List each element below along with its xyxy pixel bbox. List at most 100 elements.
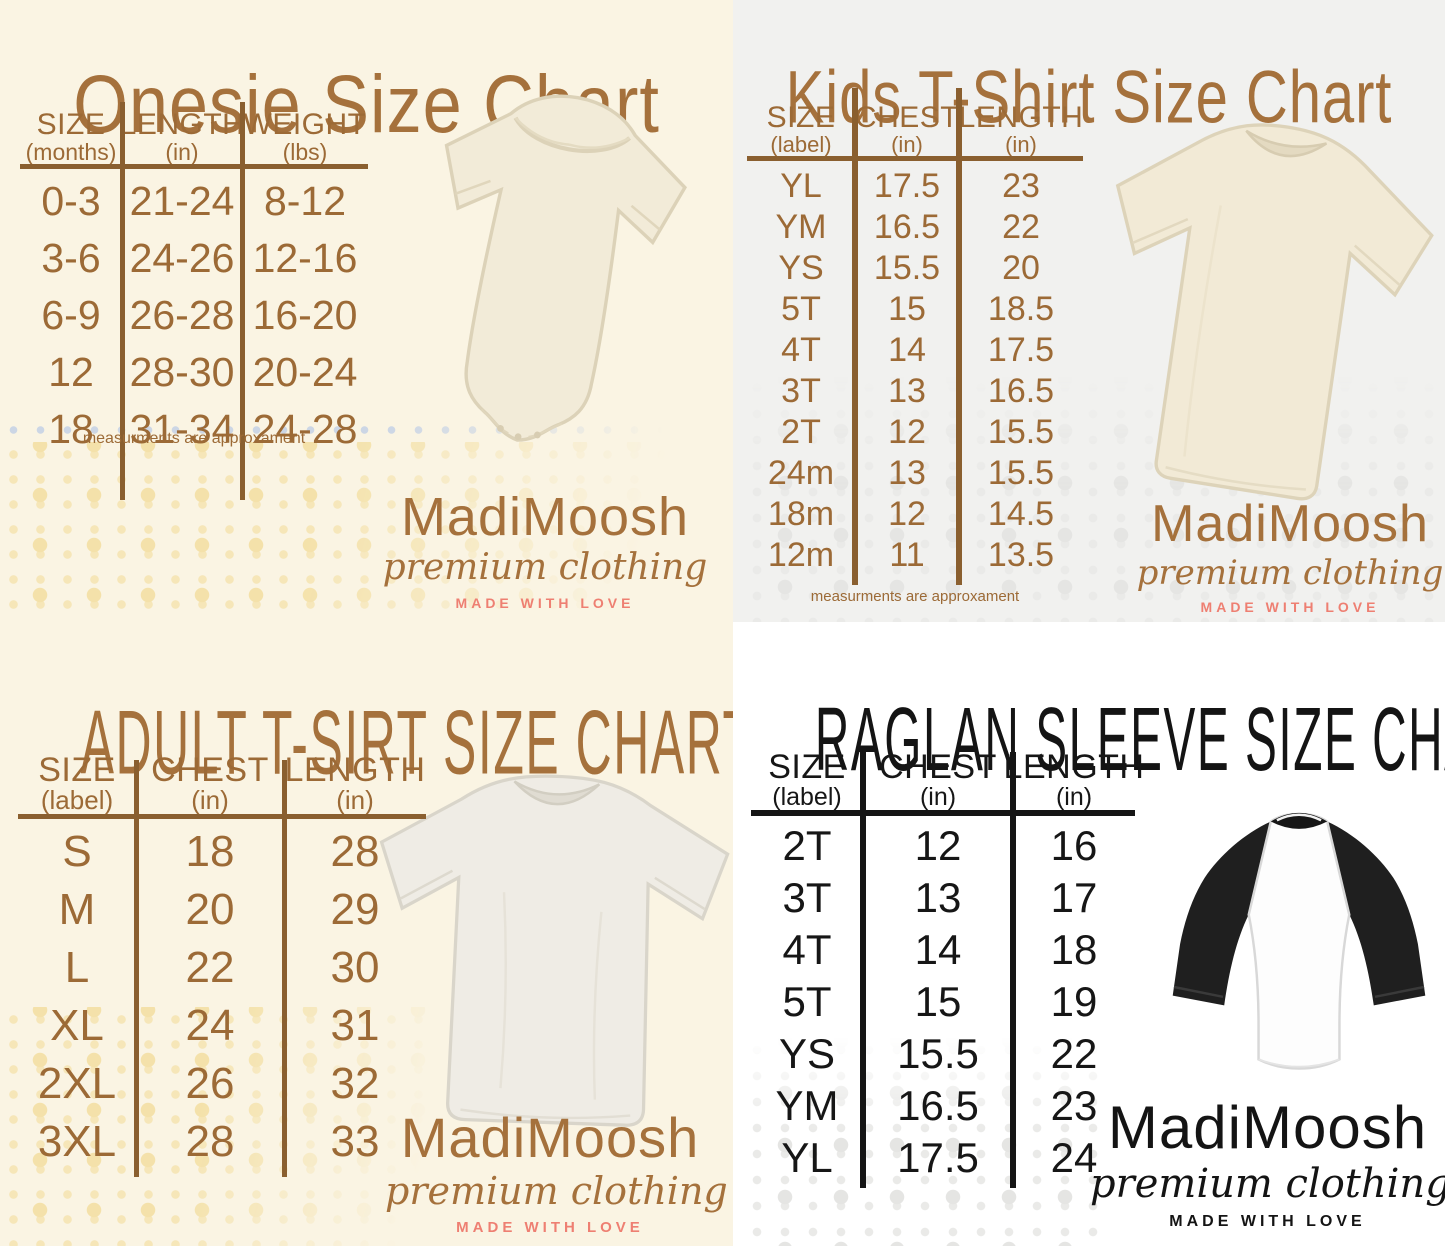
table-row: 2T 12 15.5 bbox=[747, 411, 1083, 452]
onesie-size-chart-panel: Onesie Size Chart SIZE (months) LENGTH (… bbox=[0, 0, 733, 622]
table-row: 12m 11 13.5 bbox=[747, 534, 1083, 575]
table-cell: 23 bbox=[1002, 166, 1040, 205]
table-cell: 4T bbox=[781, 330, 821, 369]
header-rule bbox=[751, 810, 1135, 816]
table-row: 12 28-30 20-24 bbox=[20, 344, 368, 401]
table-cell: 22 bbox=[185, 943, 235, 992]
table-cell: 17.5 bbox=[897, 1134, 979, 1181]
table-row: 18 31-34 24-28 bbox=[20, 401, 368, 458]
table-cell: 0-3 bbox=[41, 178, 101, 224]
column-unit: (in) bbox=[336, 785, 374, 816]
table-cell: 19 bbox=[1050, 978, 1098, 1025]
column-label: CHEST bbox=[151, 750, 269, 789]
table-row: XL 24 31 bbox=[18, 997, 426, 1055]
column-divider bbox=[956, 88, 962, 585]
column-divider bbox=[860, 752, 866, 1188]
column-unit: (months) bbox=[25, 138, 117, 165]
measurement-note: measurments are approxament bbox=[82, 430, 306, 447]
header-rule bbox=[747, 156, 1083, 161]
column-label: LENGTH bbox=[958, 100, 1084, 134]
table-cell: 5T bbox=[781, 289, 821, 328]
table-cell: 13 bbox=[888, 371, 926, 410]
table-cell: 17 bbox=[1050, 874, 1098, 921]
table-cell: 16 bbox=[1050, 822, 1098, 869]
table-row: 24m 13 15.5 bbox=[747, 452, 1083, 493]
table-row: 2T 12 16 bbox=[751, 820, 1135, 872]
table-cell: 12 bbox=[888, 412, 926, 451]
table-cell: 14 bbox=[888, 330, 926, 369]
table-cell: 15.5 bbox=[987, 453, 1055, 492]
brand-block: MadiMoosh premium clothing MADE WITH LOV… bbox=[1090, 1098, 1445, 1230]
raglan-sleeve-size-chart-panel: RAGLAN SLEEVE SIZE CHART SIZE (label) CH… bbox=[733, 622, 1445, 1246]
table-row: 2XL 26 32 bbox=[18, 1055, 426, 1113]
column-header: SIZE (label) bbox=[18, 753, 136, 814]
column-label: SIZE bbox=[768, 747, 846, 786]
column-header: SIZE (label) bbox=[751, 750, 863, 810]
table-cell: 2XL bbox=[37, 1059, 117, 1108]
column-header: CHEST (in) bbox=[136, 753, 284, 814]
brand-name: MadiMoosh bbox=[400, 487, 690, 547]
table-cell: 22 bbox=[1002, 207, 1040, 246]
column-label: SIZE bbox=[38, 750, 116, 789]
column-label: LENGTH bbox=[119, 107, 245, 141]
brand-tagline: premium clothing bbox=[1136, 553, 1444, 593]
brand-name: MadiMoosh bbox=[1107, 1094, 1428, 1161]
table-cell: 16-20 bbox=[252, 292, 358, 338]
table-cell: 17.5 bbox=[987, 330, 1055, 369]
table-cell: 21-24 bbox=[129, 178, 235, 224]
table-cell: 4T bbox=[782, 926, 832, 973]
table-cell: 17.5 bbox=[873, 166, 941, 205]
table-row: 3XL 28 33 bbox=[18, 1113, 426, 1171]
column-header: SIZE (months) bbox=[20, 109, 122, 165]
table-cell: 12 bbox=[48, 349, 94, 395]
table-header: SIZE (months) LENGTH (in) WEIGHT (lbs) bbox=[20, 106, 368, 164]
table-cell: 20 bbox=[1002, 248, 1040, 287]
brand-tagline: premium clothing bbox=[1090, 1161, 1445, 1207]
column-unit: (label) bbox=[772, 782, 842, 811]
brand-block: MadiMoosh premium clothing MADE WITH LOV… bbox=[1135, 498, 1445, 614]
table-cell: 11 bbox=[889, 535, 925, 574]
chart-title: Kids T-Shirt Size Chart bbox=[785, 55, 1393, 139]
table-cell: 33 bbox=[330, 1117, 380, 1166]
chart-title: RAGLAN SLEEVE SIZE CHART bbox=[814, 689, 1445, 790]
table-row: 18m 12 14.5 bbox=[747, 493, 1083, 534]
table-body: YL 17.5 23 YM 16.5 22 YS 15.5 20 5T 15 18.5 4T 14 17.5… bbox=[747, 165, 1083, 575]
column-unit: (in) bbox=[165, 138, 199, 165]
header-rule bbox=[20, 164, 368, 169]
column-divider bbox=[119, 102, 125, 500]
column-label: CHEST bbox=[879, 747, 997, 786]
table-cell: 15 bbox=[914, 978, 962, 1025]
table-cell: 12 bbox=[888, 494, 926, 533]
column-unit: (label) bbox=[770, 131, 832, 157]
brand-tagline: premium clothing bbox=[385, 1169, 728, 1213]
table-cell: 5T bbox=[782, 978, 832, 1025]
adult-tshirt-size-table: SIZE (label) CHEST (in) LENGTH (in) S 18 2… bbox=[18, 753, 426, 1177]
table-row: 0-3 21-24 8-12 bbox=[20, 173, 368, 230]
table-cell: 32 bbox=[330, 1059, 380, 1108]
table-cell: 18 bbox=[185, 827, 235, 876]
table-cell: 18.5 bbox=[987, 289, 1055, 328]
brand-slogan: MADE WITH LOVE bbox=[455, 595, 635, 611]
column-unit: (in) bbox=[891, 131, 923, 157]
table-row: L 22 30 bbox=[18, 939, 426, 997]
table-body: 2T 12 16 3T 13 17 4T 14 18 5T 15 19 YS 15.5 22 YM 16.5 23… bbox=[751, 820, 1135, 1184]
column-header: SIZE (label) bbox=[747, 100, 855, 157]
table-row: 4T 14 17.5 bbox=[747, 329, 1083, 370]
column-label: SIZE bbox=[766, 100, 836, 134]
table-body: 0-3 21-24 8-12 3-6 24-26 12-16 6-9 26-28 16-20 12… bbox=[20, 173, 368, 458]
table-cell: 29 bbox=[330, 885, 380, 934]
table-cell: 13.5 bbox=[987, 535, 1055, 574]
table-cell: 16.5 bbox=[873, 207, 941, 246]
table-cell: 28 bbox=[185, 1117, 235, 1166]
table-cell: 2T bbox=[781, 412, 821, 451]
adult-tshirt-size-chart-panel: ADULT T-SIRT SIZE CHART SIZE (label) CHE… bbox=[0, 622, 733, 1246]
brand-block: MadiMoosh premium clothing MADE WITH LOV… bbox=[385, 1110, 728, 1236]
column-label: WEIGHT bbox=[243, 107, 367, 141]
table-header: SIZE (label) CHEST (in) LENGTH (in) bbox=[18, 753, 426, 816]
table-cell: YL bbox=[780, 166, 822, 205]
table-cell: 16.5 bbox=[897, 1082, 979, 1129]
table-cell: YS bbox=[778, 248, 824, 287]
table-row: YL 17.5 23 bbox=[747, 165, 1083, 206]
table-row: M 20 29 bbox=[18, 881, 426, 939]
